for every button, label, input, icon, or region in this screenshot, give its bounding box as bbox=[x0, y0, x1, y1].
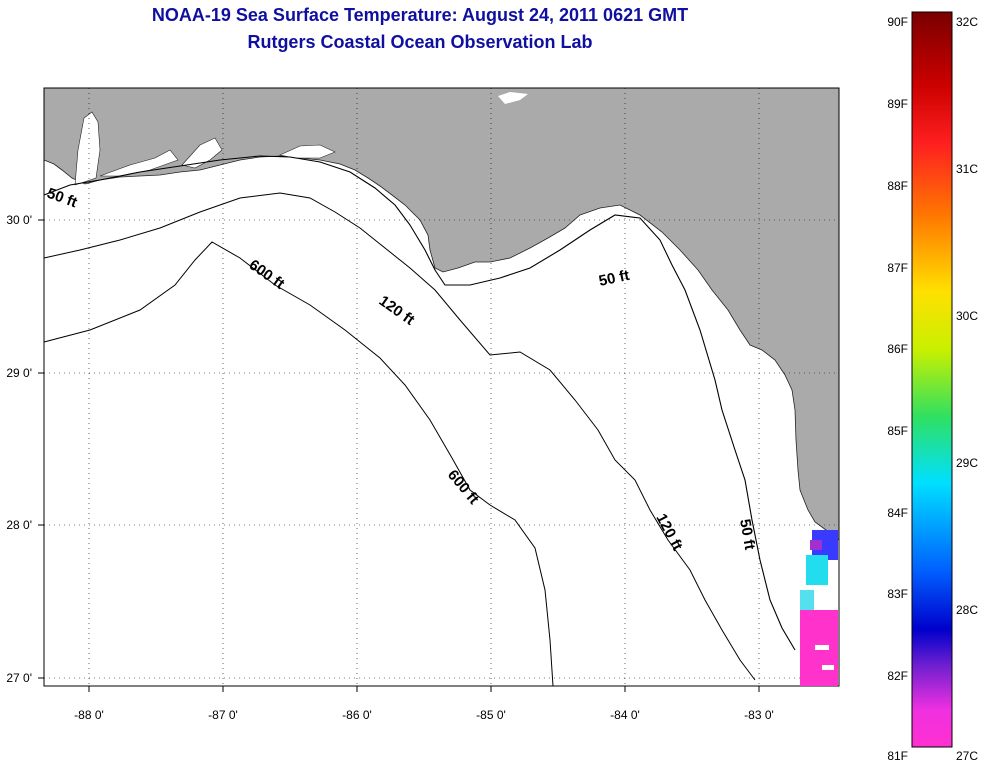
contour-600ft bbox=[43, 241, 554, 687]
colorbar-f-label: 83F bbox=[887, 587, 908, 601]
colorbar-f-label: 88F bbox=[887, 179, 908, 193]
colorbar-f-label: 81F bbox=[887, 749, 908, 763]
lon-tick-label: -87 0' bbox=[208, 708, 238, 722]
colorbar-gradient bbox=[911, 11, 953, 748]
colorbar-f-label: 89F bbox=[887, 97, 908, 111]
lon-tick-label: -85 0' bbox=[476, 708, 506, 722]
lat-tick-label: 28 0' bbox=[6, 518, 32, 532]
lon-tick-label: -83 0' bbox=[744, 708, 774, 722]
lon-tick-label: -88 0' bbox=[74, 708, 104, 722]
lon-tick-label: -86 0' bbox=[342, 708, 372, 722]
lake bbox=[498, 92, 528, 104]
colorbar-f-label: 84F bbox=[887, 506, 908, 520]
bay-inlet bbox=[181, 137, 223, 169]
colorbar-c-label: 29C bbox=[956, 456, 978, 470]
axis-ticks bbox=[38, 219, 760, 692]
contour-50ft bbox=[43, 155, 796, 651]
contour-label-50ft: 50 ft bbox=[736, 518, 758, 551]
colorbar-f-label: 87F bbox=[887, 261, 908, 275]
lat-tick-label: 27 0' bbox=[6, 671, 32, 685]
colorbar-c-label: 30C bbox=[956, 309, 978, 323]
lat-tick-label: 30 0' bbox=[6, 213, 32, 227]
colorbar-f-label: 82F bbox=[887, 669, 908, 683]
map-title: NOAA-19 Sea Surface Temperature: August … bbox=[151, 5, 689, 25]
contour-120ft bbox=[43, 192, 756, 681]
colorbar-f-label: 90F bbox=[887, 15, 908, 29]
sst-data-patch bbox=[800, 530, 838, 686]
bay-inlet bbox=[74, 111, 101, 186]
temperature-colorbar: 90F 89F 88F 87F 86F 85F 84F 83F 82F 81F … bbox=[887, 11, 978, 763]
map-subtitle: Rutgers Coastal Ocean Observation Lab bbox=[247, 32, 593, 52]
lon-tick-label: -84 0' bbox=[610, 708, 640, 722]
colorbar-c-label: 31C bbox=[956, 162, 978, 176]
colorbar-f-label: 86F bbox=[887, 342, 908, 356]
sst-map: 50 ft 50 ft 50 ft 120 ft 120 ft 600 ft 6… bbox=[6, 87, 840, 722]
contour-label-50ft: 50 ft bbox=[597, 267, 631, 290]
map-frame bbox=[43, 87, 840, 687]
land-mass bbox=[43, 87, 840, 541]
colorbar-c-label: 28C bbox=[956, 603, 978, 617]
colorbar-f-label: 85F bbox=[887, 424, 908, 438]
colorbar-c-label: 32C bbox=[956, 15, 978, 29]
lat-tick-label: 29 0' bbox=[6, 366, 32, 380]
colorbar-c-label: 27C bbox=[956, 749, 978, 763]
